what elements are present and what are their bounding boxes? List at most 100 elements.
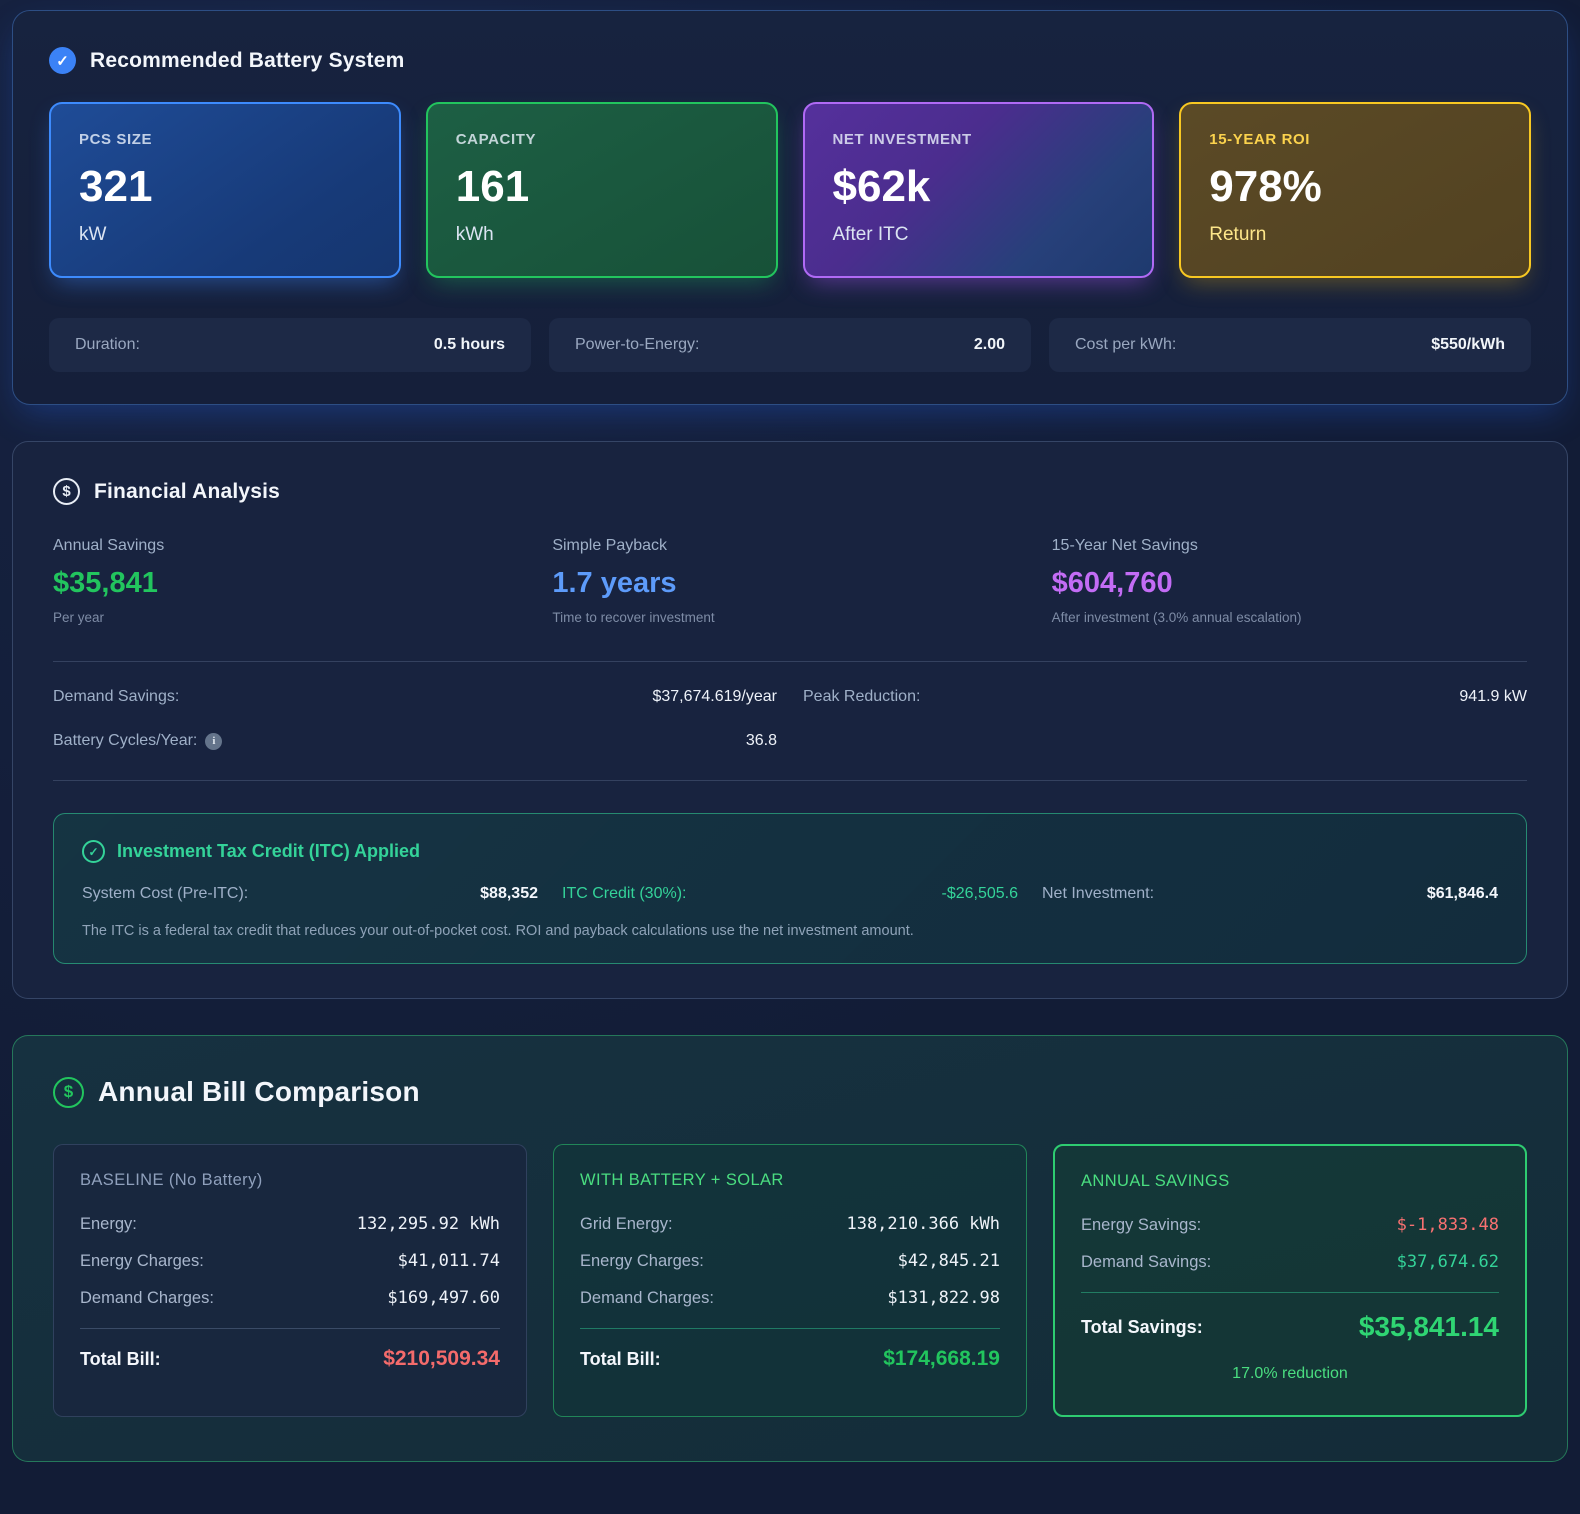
battery-cycles-label-text: Battery Cycles/Year: (53, 732, 198, 749)
pcs-size-value: 321 (79, 162, 153, 211)
power-to-energy-stat: Power-to-Energy: 2.00 (549, 318, 1031, 372)
capacity-unit: kWh (455, 224, 494, 245)
system-cost-value: $88,352 (480, 885, 538, 902)
info-icon[interactable]: i (205, 732, 223, 750)
net-investment-value: $62k (832, 162, 931, 211)
demand-savings-row: Demand Savings: $37,674.619/year (53, 688, 777, 706)
pcs-size-label: PCS SIZE (79, 131, 153, 148)
itc-note: The ITC is a federal tax credit that red… (82, 923, 914, 939)
annual-bill-panel: $ Annual Bill Comparison BASELINE (No Ba… (12, 1035, 1568, 1462)
energy-savings-value: $-1,833.48 (1396, 1215, 1499, 1235)
financial-analysis-panel: $ Financial Analysis Annual Savings $35,… (12, 441, 1568, 999)
capacity-value: 161 (455, 162, 530, 211)
baseline-title: BASELINE (No Battery) (80, 1171, 263, 1189)
net-investment-unit: After ITC (832, 224, 909, 245)
check-circle-icon: ✓ (82, 840, 105, 863)
demand-savings-card-label: Demand Savings: (1081, 1252, 1212, 1271)
cost-per-kwh-label: Cost per kWh: (1075, 336, 1177, 353)
pcs-size-card: PCS SIZE 321 kW (49, 102, 401, 278)
financial-title: Financial Analysis (94, 479, 281, 503)
net-savings-value: $604,760 (1051, 567, 1173, 599)
empty-cell (803, 732, 1527, 750)
divider (580, 1328, 1000, 1329)
duration-stat: Duration: 0.5 hours (49, 318, 531, 372)
baseline-total-value: $210,509.34 (383, 1347, 500, 1370)
peak-reduction-label: Peak Reduction: (803, 688, 921, 705)
net-investment-itc-label: Net Investment: (1042, 885, 1155, 902)
system-stats-row: Duration: 0.5 hours Power-to-Energy: 2.0… (49, 318, 1531, 372)
baseline-energy-charges-value: $41,011.74 (397, 1251, 500, 1271)
annual-savings-title: ANNUAL SAVINGS (1081, 1172, 1230, 1190)
roi-value: 978% (1209, 162, 1322, 211)
with-battery-card: WITH BATTERY + SOLAR Grid Energy: 138,21… (553, 1144, 1027, 1417)
baseline-card: BASELINE (No Battery) Energy: 132,295.92… (53, 1144, 527, 1417)
annual-savings-value: $35,841 (53, 567, 158, 599)
net-savings-metric: 15-Year Net Savings $604,760 After inves… (1052, 537, 1527, 625)
battery-demand-charges-row: Demand Charges: $131,822.98 (580, 1288, 1000, 1308)
net-savings-label: 15-Year Net Savings (1051, 537, 1198, 554)
peak-reduction-value: 941.9 kW (1459, 688, 1527, 705)
baseline-total-row: Total Bill: $210,509.34 (80, 1347, 500, 1371)
with-battery-total-label: Total Bill: (580, 1348, 661, 1369)
divider (1081, 1292, 1499, 1293)
net-investment-card: NET INVESTMENT $62k After ITC (802, 102, 1155, 278)
annual-savings-card: ANNUAL SAVINGS Energy Savings: $-1,833.4… (1053, 1144, 1527, 1417)
baseline-energy-row: Energy: 132,295.92 kWh (80, 1214, 500, 1234)
itc-credit-row: ITC Credit (30%): -$26,505.6 (562, 885, 1018, 903)
cost-per-kwh-stat: Cost per kWh: $550/kWh (1049, 318, 1531, 372)
recommended-battery-panel: ✓ Recommended Battery System PCS SIZE 32… (12, 10, 1568, 405)
financial-metrics: Annual Savings $35,841 Per year Simple P… (53, 537, 1527, 625)
baseline-energy-charges-row: Energy Charges: $41,011.74 (80, 1251, 500, 1271)
capacity-label: CAPACITY (455, 131, 537, 148)
battery-energy-charges-label: Energy Charges: (580, 1251, 704, 1270)
net-investment-label: NET INVESTMENT (832, 131, 972, 148)
roi-unit: Return (1209, 224, 1267, 245)
energy-savings-label: Energy Savings: (1081, 1215, 1202, 1234)
divider (80, 1328, 500, 1329)
bill-header: $ Annual Bill Comparison (53, 1076, 1527, 1108)
battery-demand-charges-label: Demand Charges: (580, 1288, 714, 1307)
net-investment-itc-value: $61,846.4 (1426, 885, 1498, 902)
system-cost-label: System Cost (Pre-ITC): (82, 885, 249, 902)
recommended-title: Recommended Battery System (90, 48, 405, 72)
demand-savings-value: $37,674.619/year (652, 688, 777, 705)
energy-savings-row: Energy Savings: $-1,833.48 (1081, 1215, 1499, 1235)
metric-cards: PCS SIZE 321 kW CAPACITY 161 kWh NET INV… (49, 102, 1531, 278)
financial-header: $ Financial Analysis (53, 478, 1527, 505)
system-cost-row: System Cost (Pre-ITC): $88,352 (82, 885, 538, 903)
divider (53, 661, 1527, 662)
simple-payback-label: Simple Payback (552, 537, 668, 554)
baseline-demand-charges-value: $169,497.60 (387, 1288, 500, 1308)
power-to-energy-value: 2.00 (973, 336, 1005, 353)
with-battery-total-value: $174,668.19 (883, 1347, 1000, 1370)
baseline-demand-charges-row: Demand Charges: $169,497.60 (80, 1288, 500, 1308)
peak-reduction-row: Peak Reduction: 941.9 kW (803, 688, 1527, 706)
grid-energy-label: Grid Energy: (580, 1214, 673, 1233)
dollar-circle-icon-green: $ (53, 1076, 84, 1108)
simple-payback-sub: Time to recover investment (552, 610, 715, 625)
simple-payback-value: 1.7 years (552, 567, 677, 599)
baseline-demand-charges-label: Demand Charges: (80, 1288, 214, 1307)
simple-payback-metric: Simple Payback 1.7 years Time to recover… (552, 537, 1027, 625)
battery-cycles-row: Battery Cycles/Year: i 36.8 (53, 732, 777, 750)
bill-title: Annual Bill Comparison (98, 1076, 420, 1107)
total-savings-row: Total Savings: $35,841.14 (1081, 1311, 1499, 1343)
roi-card: 15-YEAR ROI 978% Return (1179, 102, 1531, 278)
roi-label: 15-YEAR ROI (1209, 131, 1311, 148)
itc-credit-value: -$26,505.6 (941, 885, 1018, 902)
battery-energy-charges-row: Energy Charges: $42,845.21 (580, 1251, 1000, 1271)
pcs-size-unit: kW (79, 224, 107, 245)
baseline-energy-charges-label: Energy Charges: (80, 1251, 204, 1270)
bill-cards: BASELINE (No Battery) Energy: 132,295.92… (53, 1144, 1527, 1417)
itc-title: Investment Tax Credit (ITC) Applied (117, 841, 421, 861)
baseline-energy-label: Energy: (80, 1214, 137, 1233)
baseline-energy-value: 132,295.92 kWh (356, 1214, 500, 1234)
power-to-energy-label: Power-to-Energy: (575, 336, 700, 353)
demand-savings-label: Demand Savings: (53, 688, 180, 705)
with-battery-total-row: Total Bill: $174,668.19 (580, 1347, 1000, 1371)
total-savings-label: Total Savings: (1081, 1316, 1203, 1337)
demand-savings-card-value: $37,674.62 (1396, 1252, 1499, 1272)
battery-energy-charges-value: $42,845.21 (897, 1251, 1000, 1271)
divider (53, 780, 1527, 781)
dashboard-page: ✓ Recommended Battery System PCS SIZE 32… (12, 10, 1568, 1462)
